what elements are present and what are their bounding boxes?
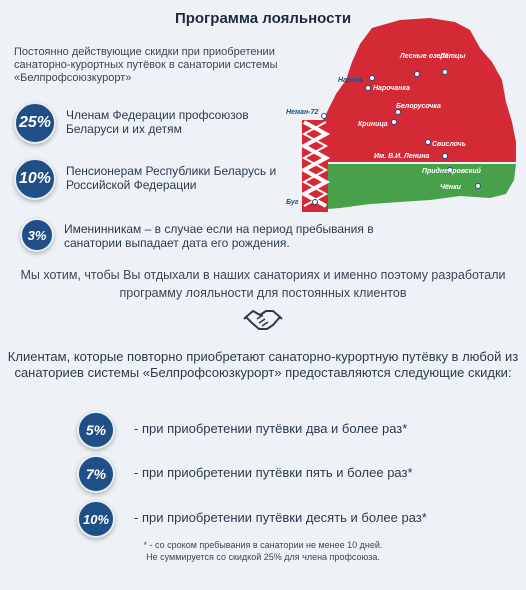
loyalty-message: Мы хотим, чтобы Вы отдыхали в наших сана… [20,268,506,300]
map-label-naroch: Нарочь [338,77,363,84]
footnote: * - со сроком пребывания в санатории не … [0,539,526,563]
offer-badge-3: 3% [20,218,54,252]
footnote-line-1: * - со сроком пребывания в санатории не … [143,540,383,550]
ornament-strip [299,120,331,212]
map-label-neman-72: Неман-72 [286,109,318,116]
discount-badge-10: 10% [77,500,115,538]
page-title: Программа лояльности [174,10,352,27]
offer-badge-10: 10% [14,158,56,200]
offer-text-25: Членам Федерации профсоюзов Беларуси и и… [66,108,249,136]
map-marker-icon [312,69,481,205]
discount-badge-5: 5% [77,411,115,449]
offer-badge-25: 25% [14,102,56,144]
clients-intro: Клиентам, которые повторно приобретают с… [7,349,519,380]
map-label-narochanka: Нарочанка [373,85,410,92]
discount-text-10: - при приобретении путёвки десять и боле… [134,510,427,525]
map-label-lettsy: Лётцы [439,53,465,60]
discount-text-7: - при приобретении путёвки пять и более … [134,465,413,480]
offer-text-3: Именинникам – в случае если на период пр… [64,222,374,250]
map-label-chenki: Чёнки [440,184,462,191]
handshake-icon [243,310,283,330]
footnote-line-2: Не суммируется со скидкой 25% для члена … [146,552,380,562]
map-label-belorusochka: Белорусочка [396,103,441,110]
belarus-map: Лесные озера Лётцы Нарочь Нарочанка Нема… [286,18,516,212]
offer-text-10: Пенсионерам Республики Беларусь и Россий… [66,164,277,192]
intro-text: Постоянно действующие скидки при приобре… [14,46,278,84]
map-label-lenina: Им. В.И. Ленина [374,153,429,160]
map-label-krinitsa: Криница [358,121,388,128]
discount-badge-7: 7% [77,455,115,493]
map-label-pridneprovsky: Приднепровский [422,167,482,175]
map-label-bug: Буг [286,199,299,206]
map-label-lesnye-ozera: Лесные озера [399,53,449,60]
discount-text-5: - при приобретении путёвки два и более р… [134,421,408,436]
map-label-svisloch: Свислочь [432,141,466,148]
